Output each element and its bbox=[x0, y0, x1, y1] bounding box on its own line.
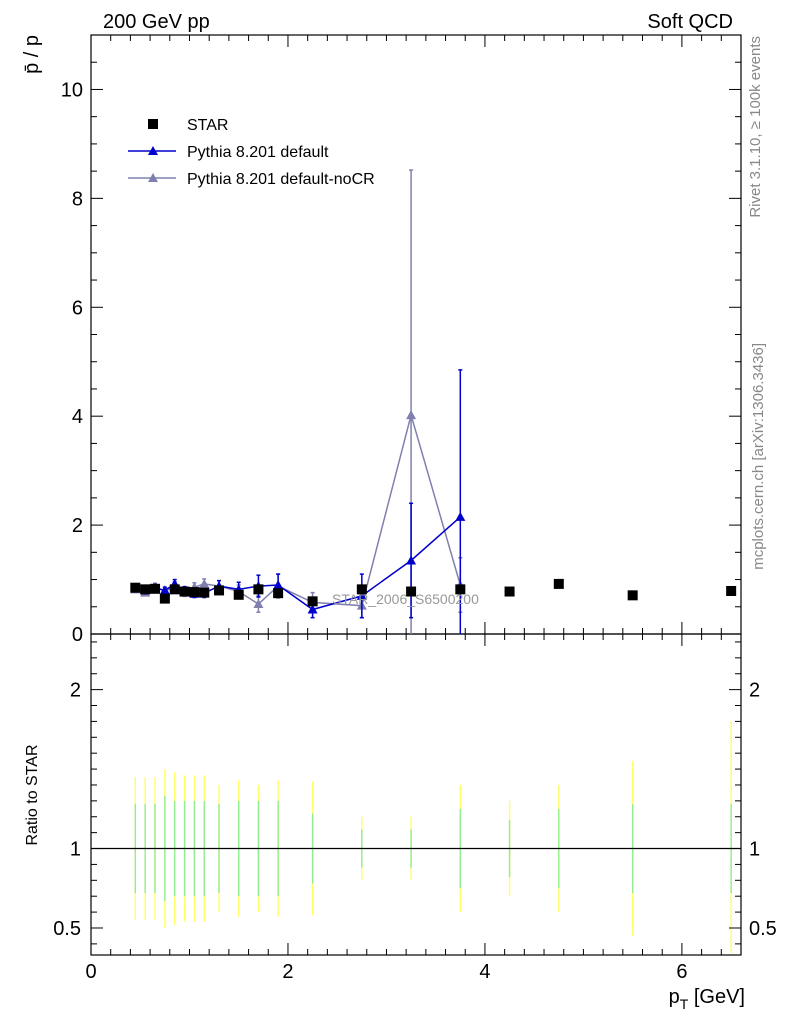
series-star-marker bbox=[726, 585, 737, 596]
ratio-y-tick-label-right: 1 bbox=[749, 839, 760, 861]
x-tick-label: 2 bbox=[282, 961, 293, 983]
series-default-marker bbox=[307, 604, 318, 614]
legend-label: STAR bbox=[187, 117, 228, 134]
series-star-marker bbox=[150, 583, 161, 594]
series-default-marker bbox=[356, 590, 367, 600]
legend-marker bbox=[148, 146, 158, 155]
main-ylabel: p̄ / p bbox=[21, 35, 43, 74]
axes: 0 2 4 6 0 2 4 6 8 10 0.5 0.5 1 1 2 2 bbox=[53, 34, 777, 983]
y-tick-label: 6 bbox=[72, 297, 83, 319]
series-default-marker bbox=[406, 555, 417, 565]
ratio-ylabel: Ratio to STAR bbox=[24, 744, 41, 845]
x-tick-label: 4 bbox=[479, 961, 490, 983]
legend-label: Pythia 8.201 default-noCR bbox=[187, 171, 375, 188]
series-star-marker bbox=[504, 586, 515, 597]
series-star-marker bbox=[140, 584, 151, 595]
x-axis-title-subscript: T bbox=[680, 996, 689, 1012]
series-star-marker bbox=[214, 585, 225, 596]
series-star-marker bbox=[159, 593, 170, 604]
series-nocr-marker bbox=[406, 410, 417, 420]
y-tick-label: 10 bbox=[61, 79, 83, 101]
series-default-marker bbox=[159, 585, 170, 595]
ratio-y-tick-label-right: 2 bbox=[749, 680, 760, 702]
ratio-uncertainty-bands bbox=[91, 721, 741, 953]
y-tick-label: 0 bbox=[72, 624, 83, 646]
legend: STAR Pythia 8.201 default Pythia 8.201 def… bbox=[128, 117, 375, 188]
series-star-marker bbox=[253, 584, 264, 595]
y-tick-label: 2 bbox=[72, 515, 83, 537]
x-axis-title: pT [GeV] bbox=[669, 986, 745, 1012]
series-star-marker bbox=[130, 582, 141, 593]
ratio-y-tick-label: 0.5 bbox=[53, 918, 81, 940]
legend-marker bbox=[148, 173, 158, 182]
header-left: 200 GeV pp bbox=[103, 11, 210, 33]
series-star-marker bbox=[189, 587, 200, 598]
legend-label: Pythia 8.201 default bbox=[187, 144, 329, 161]
ratio-frame bbox=[90, 633, 742, 956]
series-star-marker bbox=[627, 590, 638, 601]
series-star-marker bbox=[553, 578, 564, 589]
y-tick-label: 4 bbox=[72, 406, 83, 428]
x-tick-label: 6 bbox=[676, 961, 687, 983]
x-axis-title-unit: [GeV] bbox=[688, 986, 745, 1008]
y-tick-label: 8 bbox=[72, 188, 83, 210]
series-star-marker bbox=[233, 589, 244, 600]
series-star-marker bbox=[179, 586, 190, 597]
series-star bbox=[130, 578, 737, 607]
side-label-rivet: Rivet 3.1.10, ≥ 100k events bbox=[747, 36, 764, 218]
watermark: STAR_2006_S6500200 bbox=[332, 591, 479, 607]
series-star-marker bbox=[273, 588, 284, 599]
series-star-marker bbox=[356, 584, 367, 595]
series-star-marker bbox=[199, 587, 210, 598]
data-series bbox=[130, 169, 737, 634]
side-label-mcplots: mcplots.cern.ch [arXiv:1306.3436] bbox=[750, 343, 767, 570]
series-star-marker bbox=[307, 596, 318, 607]
ratio-y-tick-label: 1 bbox=[70, 839, 81, 861]
header-right: Soft QCD bbox=[647, 11, 733, 33]
ratio-y-tick-label: 2 bbox=[70, 680, 81, 702]
series-nocr-marker bbox=[199, 578, 210, 588]
series-star-marker bbox=[406, 586, 417, 597]
series-nocr-marker bbox=[253, 599, 264, 609]
legend-star-marker bbox=[148, 119, 158, 129]
x-axis-title-text: p bbox=[669, 986, 680, 1008]
ratio-y-tick-label-right: 0.5 bbox=[749, 918, 777, 940]
series-default-marker bbox=[273, 579, 284, 589]
x-tick-label: 0 bbox=[85, 961, 96, 983]
series-star-marker bbox=[169, 584, 180, 595]
series-default-marker bbox=[455, 511, 466, 521]
series-star-marker bbox=[455, 584, 466, 595]
